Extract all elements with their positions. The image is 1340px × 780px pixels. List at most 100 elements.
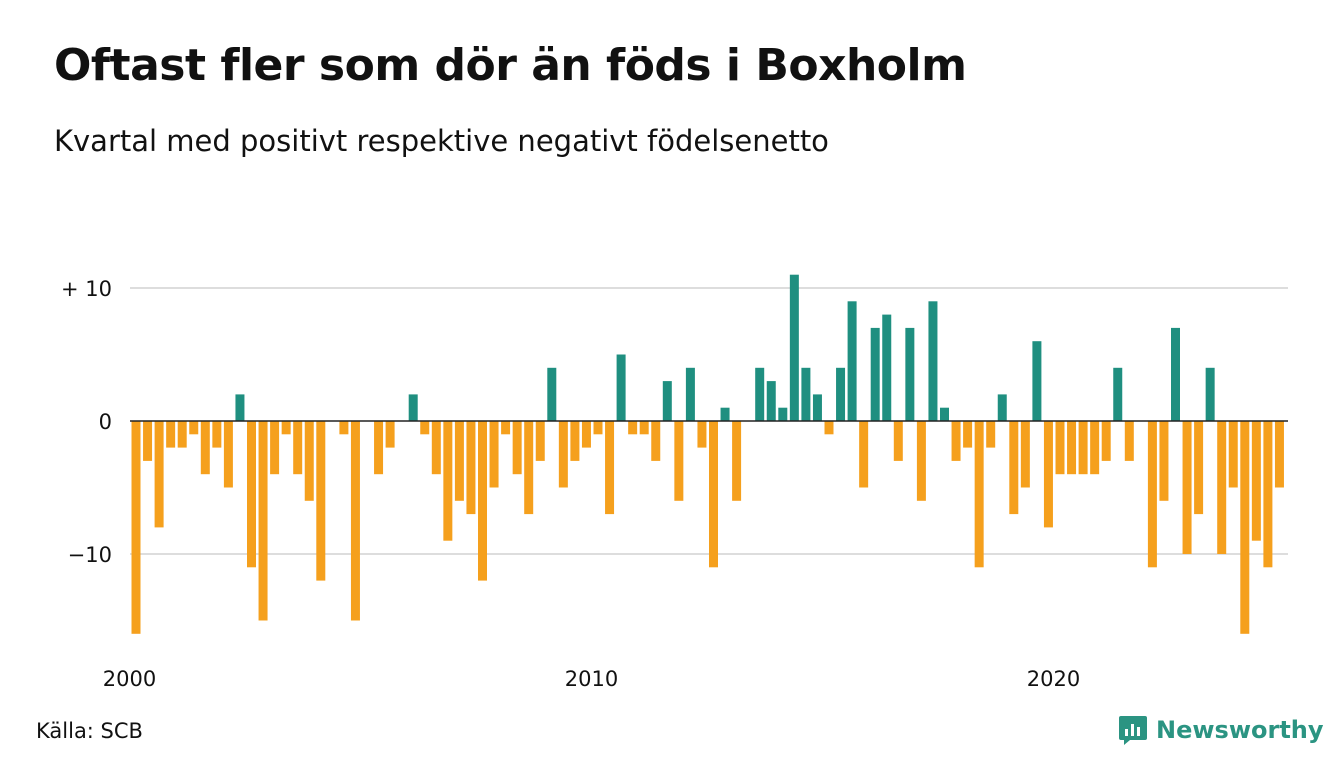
bar-negative	[639, 421, 649, 435]
bar-negative	[1020, 421, 1030, 488]
bar-negative	[478, 421, 487, 581]
bar-negative	[1194, 421, 1204, 515]
newsworthy-logo-icon	[1119, 716, 1147, 745]
bar-positive	[997, 394, 1007, 421]
bar-negative	[1274, 421, 1284, 488]
bar-negative	[524, 421, 534, 515]
bar-negative	[131, 421, 141, 634]
bar-negative	[258, 421, 268, 621]
bar-negative	[304, 421, 314, 501]
bar-negative	[1055, 421, 1065, 475]
chart-subtitle: Kvartal med positivt respektive negativt…	[54, 124, 829, 158]
bar-positive	[616, 354, 626, 421]
bar-negative	[1078, 421, 1088, 475]
bar-negative	[1067, 421, 1077, 475]
source-label: Källa: SCB	[36, 719, 143, 743]
bar-negative	[916, 421, 926, 501]
x-tick-label: 2020	[1027, 667, 1080, 691]
bar-negative	[1159, 421, 1169, 501]
bar-negative	[1124, 421, 1134, 461]
bar-negative	[1043, 421, 1053, 528]
bar-positive	[870, 327, 880, 421]
bar-negative	[189, 421, 199, 435]
bar-negative	[281, 421, 291, 435]
bar-positive	[928, 301, 938, 421]
bar-negative	[893, 421, 903, 461]
bar-negative	[986, 421, 996, 448]
bar-negative	[212, 421, 222, 448]
bar-negative	[489, 421, 499, 488]
bar-negative	[385, 421, 395, 448]
bar-positive	[882, 314, 892, 421]
bar-negative	[431, 421, 441, 475]
bar-positive	[685, 367, 695, 421]
bar-positive	[755, 367, 765, 421]
bar-negative	[581, 421, 591, 448]
bar-negative	[350, 421, 360, 621]
bar-negative	[166, 421, 176, 448]
bar-negative	[732, 421, 742, 501]
bar-positive	[1205, 367, 1215, 421]
bar-negative	[697, 421, 707, 448]
bar-negative	[1147, 421, 1157, 568]
bar-negative	[1217, 421, 1227, 554]
y-tick-label: 0	[99, 410, 112, 434]
y-tick-label: −10	[68, 543, 112, 567]
bar-negative	[374, 421, 384, 475]
bar-negative	[628, 421, 638, 435]
bar-negative	[466, 421, 476, 515]
bar-negative	[709, 421, 718, 568]
bar-negative	[951, 421, 961, 461]
bar-positive	[408, 394, 418, 421]
bar-positive	[1113, 367, 1123, 421]
bar-positive	[940, 407, 949, 421]
chart-title: Oftast fler som dör än föds i Boxholm	[54, 40, 967, 91]
bar-positive	[720, 407, 730, 421]
bar-negative	[824, 421, 834, 435]
brand-logo: Newsworthy	[1118, 714, 1324, 746]
x-tick-label: 2010	[565, 667, 618, 691]
bar-negative	[443, 421, 453, 541]
bar-negative	[1240, 421, 1250, 634]
bar-positive	[801, 367, 811, 421]
bar-positive	[547, 367, 557, 421]
bar-positive	[847, 301, 857, 421]
bar-negative	[247, 421, 256, 568]
bar-negative	[154, 421, 164, 528]
bar-positive	[1032, 341, 1042, 421]
bar-negative	[593, 421, 603, 435]
bar-negative	[143, 421, 153, 461]
bar-negative	[859, 421, 869, 488]
bar-negative	[1090, 421, 1100, 475]
bar-negative	[1182, 421, 1192, 554]
bar-negative	[605, 421, 615, 515]
bar-negative	[1263, 421, 1273, 568]
bar-positive	[778, 407, 788, 421]
y-tick-label: + 10	[61, 277, 112, 301]
bar-negative	[1228, 421, 1238, 488]
bar-negative	[200, 421, 210, 475]
bar-negative	[1251, 421, 1261, 541]
bar-negative	[501, 421, 511, 435]
bar-negative	[558, 421, 568, 488]
bar-negative	[223, 421, 233, 488]
bar-positive	[812, 394, 822, 421]
bar-negative	[339, 421, 349, 435]
brand-name: Newsworthy	[1156, 716, 1324, 744]
bar-negative	[674, 421, 684, 501]
bar-negative	[512, 421, 522, 475]
bar-negative	[651, 421, 661, 461]
bar-positive	[836, 367, 846, 421]
bar-negative	[293, 421, 303, 475]
bar-negative	[316, 421, 326, 581]
bar-negative	[1101, 421, 1111, 461]
bar-negative	[1009, 421, 1019, 515]
bar-negative	[420, 421, 430, 435]
bar-positive	[766, 381, 776, 421]
x-tick-label: 2000	[103, 667, 156, 691]
bar-negative	[570, 421, 580, 461]
bar-negative	[974, 421, 984, 568]
bar-negative	[963, 421, 973, 448]
bar-negative	[535, 421, 545, 461]
bar-chart: + 10 0 −10 2000 2010 2020	[61, 274, 1288, 691]
